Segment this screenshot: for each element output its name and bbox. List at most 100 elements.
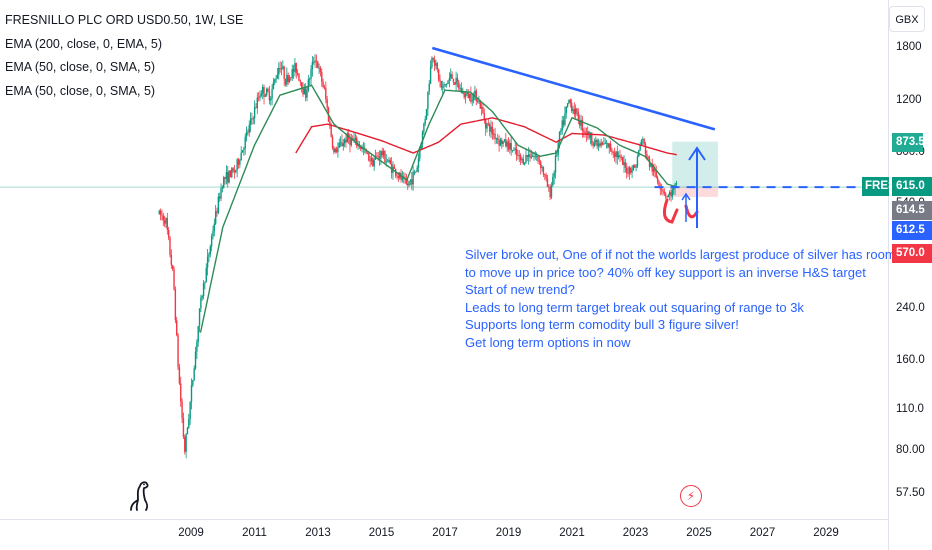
candle bbox=[463, 91, 465, 100]
candle bbox=[588, 130, 590, 140]
candle bbox=[382, 148, 385, 159]
candle bbox=[444, 84, 447, 87]
trendline-drawing[interactable] bbox=[431, 46, 716, 131]
indicator-ema-50-a[interactable]: EMA (50, close, 0, SMA, 5) bbox=[5, 60, 156, 74]
price-tick-label: 110.0 bbox=[896, 402, 924, 415]
candle bbox=[667, 193, 670, 198]
stop-zone[interactable] bbox=[672, 187, 719, 197]
indicator-ema-200[interactable]: EMA (200, close, 0, EMA, 5) bbox=[5, 36, 163, 51]
lightning-icon[interactable]: ⚡ bbox=[680, 485, 702, 507]
candle bbox=[233, 165, 236, 179]
candle bbox=[178, 363, 181, 385]
candle bbox=[201, 294, 203, 301]
candle bbox=[450, 68, 452, 81]
candle bbox=[612, 150, 614, 159]
candle bbox=[468, 93, 471, 102]
candle bbox=[498, 135, 500, 152]
candle bbox=[295, 62, 297, 79]
candle bbox=[424, 115, 426, 127]
time-tick-label: 2027 bbox=[749, 527, 776, 539]
candle bbox=[252, 116, 254, 125]
candle bbox=[227, 165, 229, 188]
candle bbox=[396, 173, 398, 180]
candle bbox=[609, 140, 612, 153]
stop-price-tag: 570.0 bbox=[892, 244, 932, 263]
candle bbox=[604, 137, 606, 145]
candle bbox=[214, 204, 217, 226]
candle bbox=[268, 85, 271, 105]
candle bbox=[202, 280, 205, 300]
candle bbox=[433, 55, 436, 72]
candle bbox=[360, 146, 362, 152]
arrow-drawings[interactable] bbox=[662, 146, 706, 228]
candle bbox=[415, 171, 417, 174]
candle bbox=[174, 286, 177, 324]
blue-price-tag: 612.5 bbox=[892, 221, 932, 240]
candle bbox=[334, 147, 336, 154]
time-tick-label: 2021 bbox=[559, 527, 585, 539]
candle bbox=[627, 166, 629, 177]
candle bbox=[287, 72, 289, 85]
candle bbox=[317, 60, 319, 69]
candle bbox=[235, 169, 237, 174]
candle bbox=[333, 145, 335, 155]
candle bbox=[190, 378, 193, 410]
candle bbox=[257, 92, 260, 102]
candle bbox=[210, 233, 213, 252]
candle bbox=[256, 92, 259, 114]
candle bbox=[644, 141, 647, 159]
candle bbox=[176, 316, 178, 337]
candle bbox=[521, 157, 523, 164]
candle bbox=[200, 294, 202, 312]
symbol-title[interactable]: FRESNILLO PLC ORD USD0.50, 1W, LSE bbox=[5, 13, 244, 27]
candle bbox=[552, 173, 554, 187]
candle bbox=[639, 142, 641, 152]
candle bbox=[326, 95, 328, 112]
currency-button[interactable]: GBX bbox=[889, 6, 925, 32]
target-zone[interactable] bbox=[672, 141, 719, 188]
candle bbox=[370, 154, 373, 165]
candle bbox=[617, 151, 620, 160]
candle bbox=[664, 191, 667, 200]
candle bbox=[630, 167, 632, 175]
candle bbox=[523, 162, 526, 166]
candle bbox=[206, 249, 209, 276]
candle bbox=[487, 119, 490, 127]
indicator-ema-50-b[interactable]: EMA (50, close, 0, SMA, 5) bbox=[5, 83, 156, 98]
annotation-line-5: Supports long term comodity bull 3 figur… bbox=[465, 317, 739, 333]
candle bbox=[437, 68, 440, 83]
candle bbox=[658, 179, 660, 188]
candle bbox=[510, 136, 512, 156]
candle bbox=[296, 69, 299, 77]
candle bbox=[335, 146, 338, 154]
candle bbox=[480, 101, 483, 116]
annotation-line-2: to move up in price too? 40% off key sup… bbox=[465, 264, 866, 280]
ema-200-line bbox=[295, 117, 677, 156]
candle bbox=[427, 91, 429, 116]
candle bbox=[488, 122, 491, 137]
candle bbox=[393, 163, 396, 169]
candle bbox=[248, 120, 250, 137]
candle bbox=[574, 104, 577, 120]
candle bbox=[237, 157, 240, 169]
candle bbox=[417, 153, 420, 173]
candle bbox=[232, 166, 234, 174]
candle bbox=[306, 87, 308, 102]
candle bbox=[459, 84, 461, 92]
resistance-trendline[interactable] bbox=[431, 46, 716, 131]
candle bbox=[307, 74, 310, 93]
tradingview-logo-icon[interactable] bbox=[128, 478, 154, 517]
candle bbox=[350, 133, 353, 147]
candle bbox=[631, 165, 633, 178]
time-tick-label: 2017 bbox=[432, 527, 458, 539]
candle bbox=[573, 102, 576, 118]
small-arrow-head bbox=[681, 192, 691, 201]
candle bbox=[271, 84, 273, 106]
candle bbox=[564, 106, 566, 127]
candle bbox=[507, 137, 510, 152]
candle bbox=[272, 78, 275, 90]
candle bbox=[314, 54, 316, 68]
candle bbox=[526, 154, 529, 162]
chart-annotation[interactable]: Silver broke out, One of if not the worl… bbox=[465, 246, 896, 352]
